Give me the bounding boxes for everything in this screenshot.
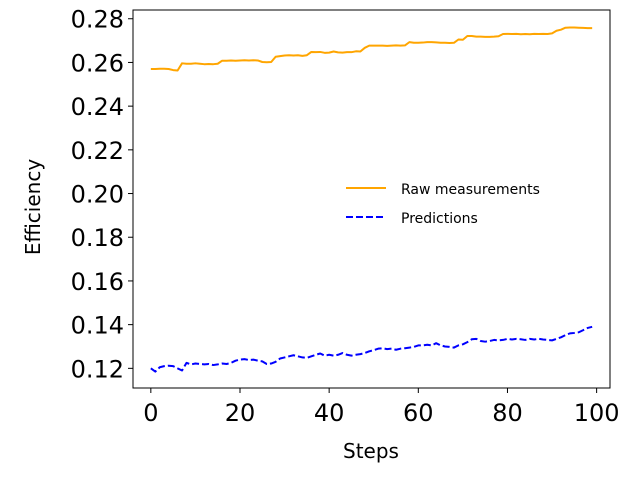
x-tick-label: 60 — [403, 399, 434, 427]
x-tick-label: 0 — [143, 399, 158, 427]
legend-label-raw-measurements: Raw measurements — [401, 182, 540, 198]
x-axis: 0 20 40 60 80 100 — [143, 388, 620, 427]
y-tick-label: 0.24 — [71, 93, 124, 121]
series-line-raw-measurements — [150, 26, 593, 72]
y-axis: 0.12 0.14 0.16 0.18 0.20 0.22 0.24 0.26 0.28 — [71, 6, 133, 383]
x-tick-label: 80 — [492, 399, 523, 427]
y-tick-label: 0.22 — [71, 137, 124, 165]
series-line-predictions — [150, 325, 593, 373]
y-tick-label: 0.12 — [71, 355, 124, 383]
y-tick-label: 0.14 — [71, 312, 124, 340]
x-axis-label: Steps — [343, 439, 399, 463]
y-tick-label: 0.28 — [71, 6, 124, 34]
y-axis-label: Efficiency — [21, 159, 45, 256]
legend-label-predictions: Predictions — [401, 211, 478, 227]
x-tick-label: 20 — [225, 399, 256, 427]
y-tick-label: 0.20 — [71, 181, 124, 209]
y-tick-label: 0.18 — [71, 224, 124, 252]
y-tick-label: 0.16 — [71, 268, 124, 296]
y-tick-label: 0.26 — [71, 49, 124, 77]
plot-lines — [150, 26, 593, 373]
plot-frame — [132, 9, 611, 389]
x-tick-label: 40 — [314, 399, 345, 427]
legend: Raw measurements Predictions — [346, 182, 540, 227]
x-tick-label: 100 — [574, 399, 620, 427]
